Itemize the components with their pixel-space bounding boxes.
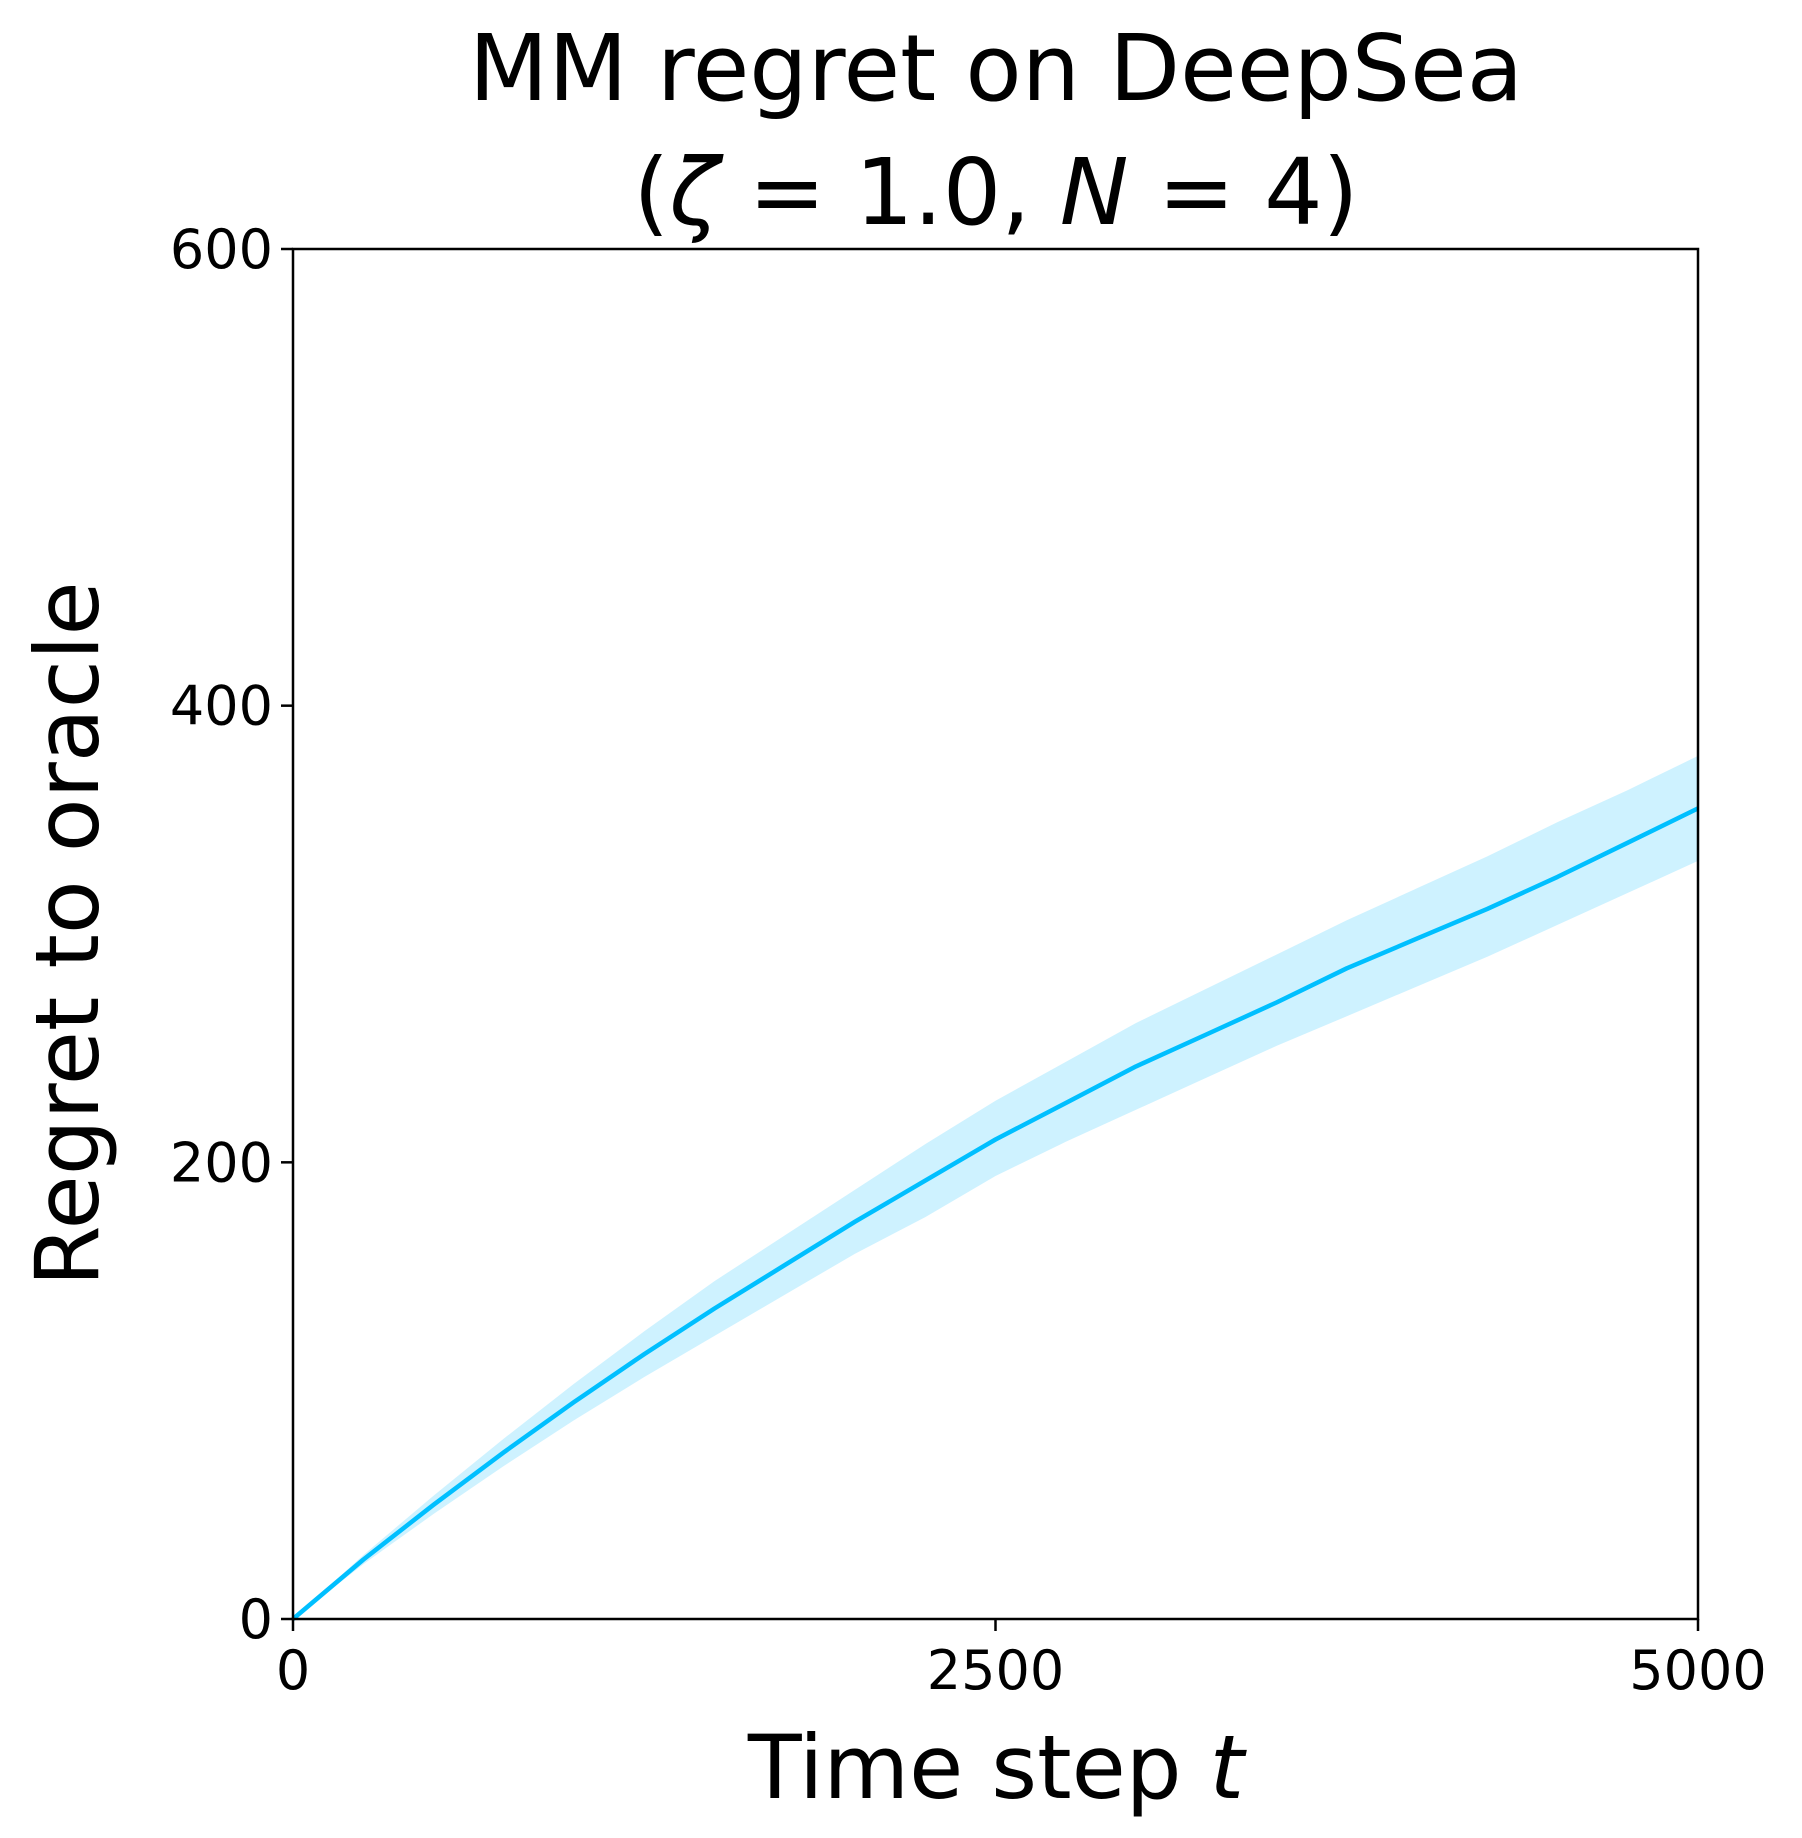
subtitle-zeta-value: = 1.0, — [719, 139, 1059, 246]
subtitle-n-symbol: N — [1060, 139, 1129, 246]
y-tick-label: 600 — [170, 218, 273, 281]
x-axis-label-text: Time step — [747, 1716, 1210, 1819]
series-0-confidence-band — [293, 755, 1698, 1619]
y-axis-label: Regret to oracle — [16, 581, 119, 1286]
chart-subtitle: (ζ = 1.0, N = 4) — [633, 139, 1358, 246]
y-tick-label: 0 — [239, 1588, 273, 1651]
subtitle-open: ( — [633, 139, 669, 246]
series-0-line — [291, 806, 1699, 1621]
y-tick-label: 200 — [170, 1131, 273, 1194]
x-axis-label: Time step t — [747, 1716, 1248, 1819]
x-axis-label-var: t — [1210, 1716, 1248, 1819]
x-tick-label: 0 — [276, 1639, 310, 1702]
plot-data-layer — [291, 755, 1699, 1621]
subtitle-n-value: = 4) — [1129, 139, 1359, 246]
chart-title: MM regret on DeepSea — [469, 15, 1523, 122]
y-axis-ticks: 0 200 400 600 — [170, 218, 293, 1651]
y-tick-label: 400 — [170, 675, 273, 738]
subtitle-zeta-symbol: ζ — [668, 139, 724, 246]
x-tick-label: 5000 — [1629, 1639, 1766, 1702]
x-tick-label: 2500 — [927, 1639, 1064, 1702]
x-axis-ticks: 0 2500 5000 — [276, 1619, 1767, 1702]
